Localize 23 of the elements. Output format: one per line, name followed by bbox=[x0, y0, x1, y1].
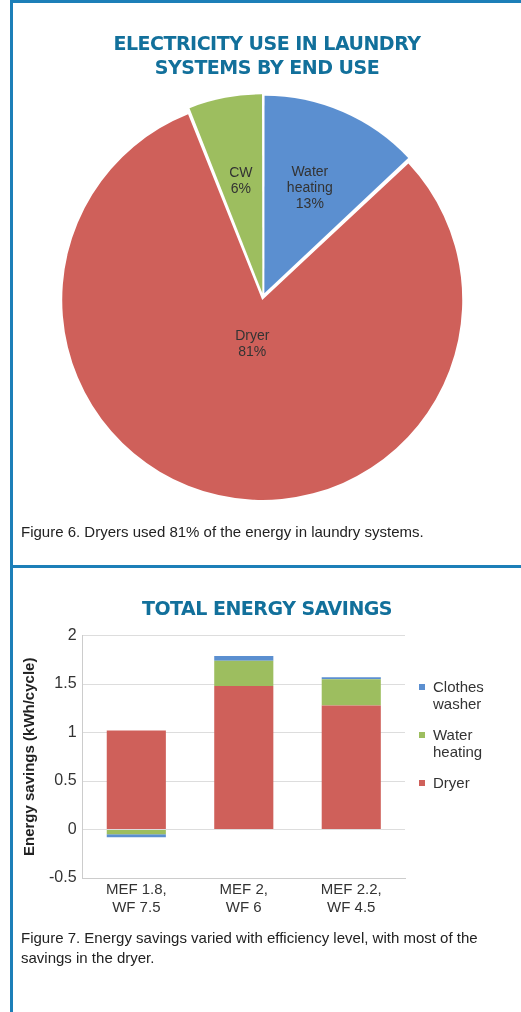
y-tick-label: 0.5 bbox=[54, 771, 77, 789]
slice-label: Water heating bbox=[286, 163, 333, 196]
caption: Figure 7. Energy savings varied with efficiency level, with most of the savings in the dryer. bbox=[20, 928, 479, 968]
data-label: 6% bbox=[230, 179, 252, 196]
legend-label: Clothes washer bbox=[433, 678, 485, 712]
x-tick-label: MEF 1.8, WF 7.5 bbox=[105, 880, 167, 916]
y-tick-label: -0.5 bbox=[48, 868, 77, 886]
x-tick-label: MEF 2, WF 6 bbox=[219, 880, 268, 916]
legend-label: Water heating bbox=[433, 726, 484, 760]
chart-title: ELECTRICITY USE IN LAUNDRY SYSTEMS BY END USE bbox=[112, 31, 422, 79]
y-tick-label: 1 bbox=[67, 722, 77, 740]
chart-title: TOTAL ENERGY SAVINGS bbox=[140, 596, 394, 620]
caption: Figure 6. Dryers used 81% of the energy in laundry systems. bbox=[20, 522, 425, 542]
y-tick-label: 2 bbox=[67, 626, 77, 644]
slice-label: CW bbox=[229, 163, 254, 180]
legend-label: Dryer bbox=[433, 774, 470, 791]
data-label: 13% bbox=[295, 195, 324, 212]
x-tick-label: MEF 2.2, WF 4.5 bbox=[320, 880, 382, 916]
slice-label: Dryer bbox=[235, 327, 270, 344]
y-tick-label: 0 bbox=[67, 819, 77, 837]
y-axis-title: Energy savings (kWh/cycle) bbox=[20, 657, 38, 856]
data-label: 81% bbox=[238, 343, 267, 360]
y-tick-label: 1.5 bbox=[54, 674, 77, 692]
